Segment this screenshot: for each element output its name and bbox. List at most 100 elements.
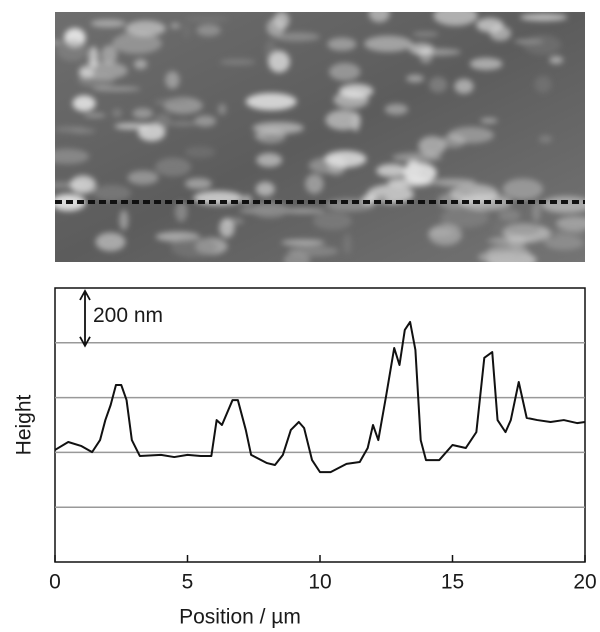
afm-feature [384, 103, 409, 115]
y-axis-label: Height [13, 394, 36, 455]
afm-feature [305, 173, 324, 194]
x-axis-label: Position / µm [179, 606, 301, 629]
afm-feature [182, 23, 191, 39]
afm-feature [476, 17, 504, 33]
afm-feature [274, 32, 320, 42]
afm-feature [480, 118, 498, 124]
afm-feature [522, 34, 562, 55]
afm-feature [532, 200, 541, 223]
afm-feature [273, 12, 290, 30]
afm-feature [72, 95, 96, 112]
afm-feature [196, 24, 221, 37]
afm-feature [492, 220, 503, 239]
afm-feature [477, 251, 515, 262]
afm-feature [429, 178, 476, 186]
plot-frame [54, 287, 586, 563]
afm-feature [169, 121, 197, 127]
afm-feature [406, 74, 424, 83]
afm-feature [252, 121, 304, 135]
afm-feature [469, 57, 503, 70]
scale-bar [79, 289, 91, 348]
afm-feature [502, 178, 544, 200]
x-tick-label: 10 [308, 571, 331, 594]
afm-feature [70, 128, 96, 134]
afm-feature [552, 230, 585, 237]
afm-feature [408, 42, 434, 55]
afm-feature [405, 159, 421, 181]
x-tick-label: 15 [441, 571, 464, 594]
afm-feature [503, 223, 542, 236]
afm-feature [251, 201, 288, 218]
afm-feature [245, 92, 297, 111]
afm-feature [433, 12, 478, 26]
afm-feature [55, 148, 90, 165]
afm-feature [255, 181, 275, 197]
afm-feature [412, 31, 439, 37]
afm-feature [119, 209, 129, 231]
afm-feature [418, 136, 446, 156]
afm-feature [219, 218, 235, 238]
scale-bar-label: 200 nm [93, 304, 163, 327]
afm-feature [498, 209, 521, 222]
afm-feature [170, 22, 181, 29]
afm-feature [93, 184, 132, 202]
afm-feature [90, 19, 126, 28]
afm-feature [364, 35, 413, 52]
afm-feature [133, 59, 148, 70]
afm-feature [55, 40, 62, 46]
afm-feature [83, 113, 106, 118]
afm-feature [368, 12, 390, 23]
afm-feature [184, 146, 216, 158]
afm-feature [88, 46, 99, 69]
afm-feature [137, 123, 166, 142]
x-tick-label: 0 [49, 571, 61, 594]
afm-feature [387, 178, 433, 187]
afm-feature [170, 236, 217, 258]
afm-feature [154, 98, 191, 107]
afm-feature [281, 239, 325, 246]
afm-feature [428, 224, 462, 246]
afm-feature [217, 103, 227, 115]
afm-feature [549, 56, 564, 64]
afm-feature [95, 232, 126, 252]
afm-feature [174, 201, 188, 222]
afm-feature [112, 108, 123, 118]
afm-feature [92, 86, 141, 91]
x-tick-label: 5 [182, 571, 194, 594]
afm-feature [555, 216, 585, 231]
afm-feature [287, 246, 339, 257]
afm-feature [447, 126, 494, 144]
afm-feature [308, 157, 348, 174]
afm-feature [219, 58, 256, 66]
afm-feature [56, 39, 88, 62]
afm-feature [165, 71, 180, 89]
afm-feature [534, 75, 552, 93]
afm-feature [376, 164, 407, 178]
afm-feature [486, 238, 536, 244]
afm-feature [280, 208, 325, 214]
afm-feature [392, 152, 442, 163]
afm-image [55, 12, 585, 262]
afm-feature [125, 20, 166, 37]
afm-feature [153, 165, 190, 171]
afm-feature [112, 32, 162, 54]
afm-feature [544, 235, 584, 251]
afm-feature [343, 233, 352, 255]
afm-feature [194, 115, 217, 127]
afm-feature [78, 67, 94, 79]
afm-feature [325, 109, 361, 131]
afm-feature [519, 13, 568, 21]
height-profile [54, 320, 586, 474]
afm-feature [312, 211, 352, 230]
afm-feature [268, 50, 290, 73]
afm-feature [184, 16, 230, 23]
afm-feature [184, 178, 212, 190]
afm-feature [327, 37, 357, 51]
afm-feature [127, 170, 159, 185]
afm-feature [454, 78, 474, 94]
afm-feature [541, 196, 585, 214]
afm-feature [339, 83, 374, 99]
afm-feature [440, 207, 489, 228]
afm-feature [132, 108, 153, 119]
